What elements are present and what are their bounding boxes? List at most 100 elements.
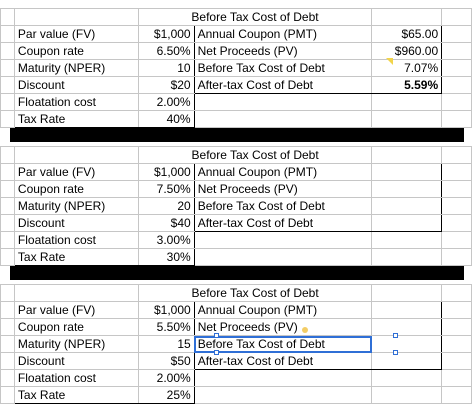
cell[interactable] bbox=[441, 231, 472, 249]
input-label-maturity[interactable]: Maturity (NPER) bbox=[13, 197, 139, 215]
cell[interactable] bbox=[441, 76, 472, 94]
output-label-net-proceeds[interactable]: Net Proceeds (PV) bbox=[193, 318, 373, 336]
output-value-before-tax-cost[interactable]: 7.07% bbox=[371, 59, 443, 77]
cell[interactable] bbox=[371, 284, 443, 302]
input-value-maturity[interactable]: 15 bbox=[137, 335, 195, 353]
row-header-cell[interactable] bbox=[0, 8, 15, 26]
cell[interactable] bbox=[193, 93, 373, 111]
input-label-coupon-rate[interactable]: Coupon rate bbox=[13, 42, 139, 60]
cell[interactable] bbox=[441, 146, 472, 164]
output-value-net-proceeds[interactable]: $960.00 bbox=[371, 42, 443, 60]
cell[interactable] bbox=[441, 248, 472, 266]
output-value-after-tax-cost[interactable] bbox=[371, 214, 443, 232]
cell[interactable] bbox=[441, 59, 472, 77]
cell[interactable] bbox=[371, 231, 443, 249]
input-value-maturity[interactable]: 20 bbox=[137, 197, 195, 215]
cell[interactable] bbox=[13, 8, 139, 26]
cell[interactable] bbox=[441, 163, 472, 181]
output-value-before-tax-cost[interactable] bbox=[371, 197, 443, 215]
cell[interactable] bbox=[441, 335, 472, 353]
input-label-tax-rate[interactable]: Tax Rate bbox=[13, 110, 139, 128]
input-value-floatation-cost[interactable]: 3.00% bbox=[137, 231, 195, 249]
block-title[interactable]: Before Tax Cost of Debt bbox=[137, 146, 373, 164]
input-label-tax-rate[interactable]: Tax Rate bbox=[13, 248, 139, 266]
cell[interactable] bbox=[441, 93, 472, 111]
cell[interactable] bbox=[441, 110, 472, 128]
output-value-annual-coupon[interactable] bbox=[371, 163, 443, 181]
row-header-cell[interactable] bbox=[0, 318, 15, 336]
input-label-tax-rate[interactable]: Tax Rate bbox=[13, 386, 139, 404]
cell[interactable] bbox=[193, 231, 373, 249]
cell[interactable] bbox=[371, 110, 443, 128]
row-header-cell[interactable] bbox=[0, 59, 15, 77]
input-label-floatation-cost[interactable]: Floatation cost bbox=[13, 231, 139, 249]
output-value-before-tax-cost[interactable] bbox=[371, 335, 443, 353]
cell[interactable] bbox=[441, 284, 472, 302]
row-header-cell[interactable] bbox=[0, 25, 15, 43]
cell[interactable] bbox=[441, 214, 472, 232]
output-label-net-proceeds[interactable]: Net Proceeds (PV) bbox=[193, 180, 373, 198]
output-label-after-tax-cost[interactable]: After-tax Cost of Debt bbox=[193, 352, 373, 370]
output-value-annual-coupon[interactable] bbox=[371, 301, 443, 319]
input-label-floatation-cost[interactable]: Floatation cost bbox=[13, 369, 139, 387]
selection-handle[interactable] bbox=[214, 350, 219, 355]
input-label-par-value[interactable]: Par value (FV) bbox=[13, 25, 139, 43]
row-header-cell[interactable] bbox=[0, 93, 15, 111]
output-label-before-tax-cost[interactable]: Before Tax Cost of Debt bbox=[193, 335, 373, 353]
cell[interactable] bbox=[441, 25, 472, 43]
output-value-net-proceeds[interactable] bbox=[371, 318, 443, 336]
cell[interactable] bbox=[371, 93, 443, 111]
block-title[interactable]: Before Tax Cost of Debt bbox=[137, 284, 373, 302]
input-value-coupon-rate[interactable]: 6.50% bbox=[137, 42, 195, 60]
output-label-before-tax-cost[interactable]: Before Tax Cost of Debt bbox=[193, 197, 373, 215]
row-header-cell[interactable] bbox=[0, 197, 15, 215]
input-label-par-value[interactable]: Par value (FV) bbox=[13, 163, 139, 181]
input-label-maturity[interactable]: Maturity (NPER) bbox=[13, 335, 139, 353]
row-header-cell[interactable] bbox=[0, 163, 15, 181]
row-header-cell[interactable] bbox=[0, 76, 15, 94]
comment-indicator-icon[interactable] bbox=[386, 58, 393, 65]
cell[interactable] bbox=[441, 197, 472, 215]
cell[interactable] bbox=[441, 386, 472, 404]
cell[interactable] bbox=[441, 180, 472, 198]
input-value-tax-rate[interactable]: 40% bbox=[137, 110, 195, 128]
output-value-after-tax-cost[interactable]: 5.59% bbox=[371, 76, 443, 94]
row-header-cell[interactable] bbox=[0, 335, 15, 353]
input-value-par-value[interactable]: $1,000 bbox=[137, 163, 195, 181]
row-header-cell[interactable] bbox=[0, 352, 15, 370]
cell[interactable] bbox=[441, 301, 472, 319]
cell[interactable] bbox=[371, 146, 443, 164]
row-header-cell[interactable] bbox=[0, 146, 15, 164]
cell[interactable] bbox=[13, 146, 139, 164]
output-label-after-tax-cost[interactable]: After-tax Cost of Debt bbox=[193, 214, 373, 232]
output-label-net-proceeds[interactable]: Net Proceeds (PV) bbox=[193, 42, 373, 60]
output-label-after-tax-cost[interactable]: After-tax Cost of Debt bbox=[193, 76, 373, 94]
cell[interactable] bbox=[371, 248, 443, 266]
input-label-discount[interactable]: Discount bbox=[13, 76, 139, 94]
cell[interactable] bbox=[441, 369, 472, 387]
cell[interactable] bbox=[441, 352, 472, 370]
cell[interactable] bbox=[371, 8, 443, 26]
row-header-cell[interactable] bbox=[0, 386, 15, 404]
cell[interactable] bbox=[193, 110, 373, 128]
output-value-after-tax-cost[interactable] bbox=[371, 352, 443, 370]
cell[interactable] bbox=[193, 386, 373, 404]
output-value-annual-coupon[interactable]: $65.00 bbox=[371, 25, 443, 43]
output-label-before-tax-cost[interactable]: Before Tax Cost of Debt bbox=[193, 59, 373, 77]
row-header-cell[interactable] bbox=[0, 369, 15, 387]
block-title[interactable]: Before Tax Cost of Debt bbox=[137, 8, 373, 26]
input-label-discount[interactable]: Discount bbox=[13, 352, 139, 370]
input-value-tax-rate[interactable]: 25% bbox=[137, 386, 195, 404]
input-label-coupon-rate[interactable]: Coupon rate bbox=[13, 318, 139, 336]
row-header-cell[interactable] bbox=[0, 248, 15, 266]
row-header-cell[interactable] bbox=[0, 231, 15, 249]
row-header-cell[interactable] bbox=[0, 110, 15, 128]
input-label-coupon-rate[interactable]: Coupon rate bbox=[13, 180, 139, 198]
cell[interactable] bbox=[193, 369, 373, 387]
input-value-floatation-cost[interactable]: 2.00% bbox=[137, 369, 195, 387]
input-value-discount[interactable]: $50 bbox=[137, 352, 195, 370]
cell[interactable] bbox=[193, 248, 373, 266]
row-header-cell[interactable] bbox=[0, 301, 15, 319]
output-value-net-proceeds[interactable] bbox=[371, 180, 443, 198]
selection-handle[interactable] bbox=[393, 333, 398, 338]
